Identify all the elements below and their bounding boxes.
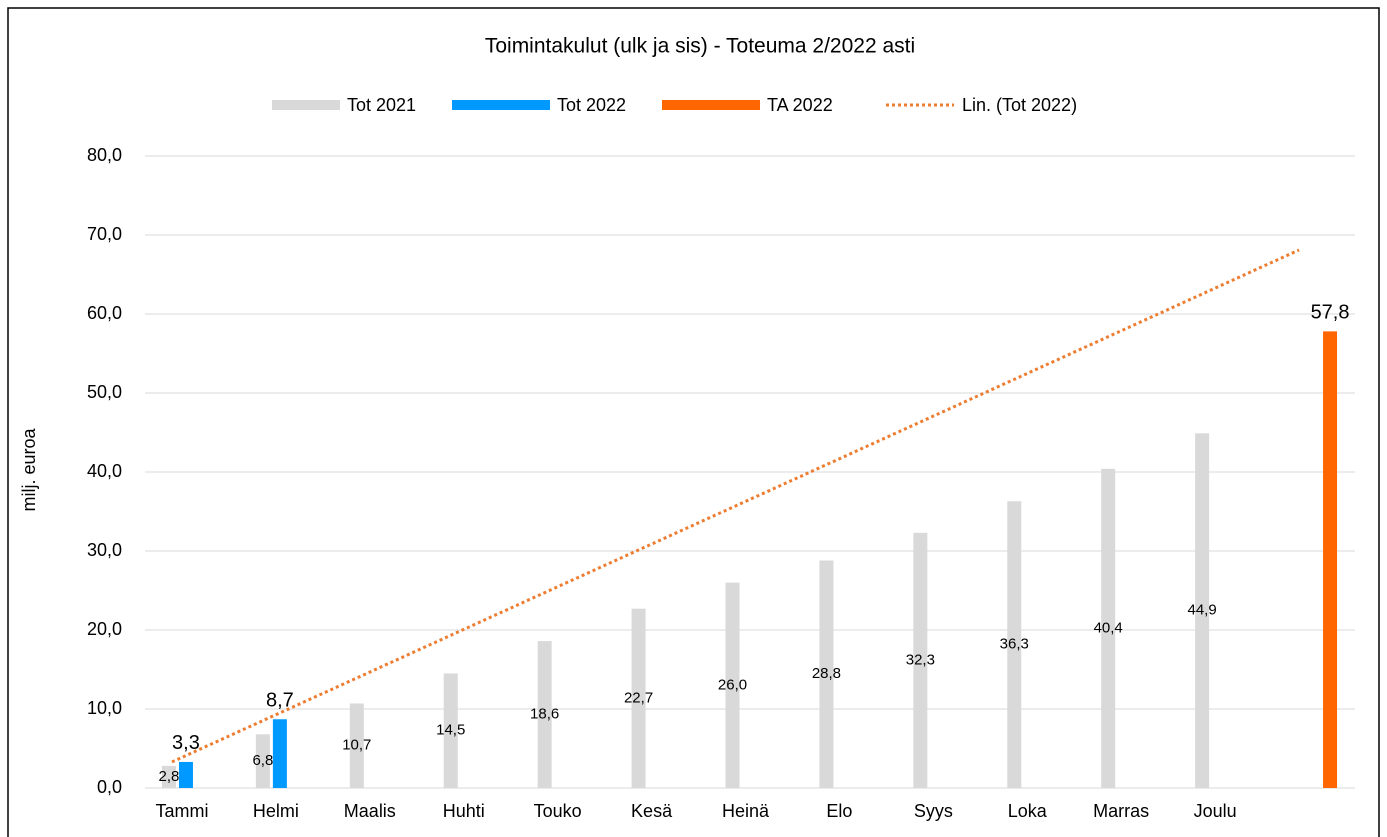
y-tick-label: 20,0 [87,619,122,639]
legend-swatch [662,100,760,110]
data-label: 32,3 [906,651,935,668]
legend-swatch [272,100,340,110]
bar [1195,433,1210,788]
data-label: 36,3 [1000,636,1029,653]
y-tick-label: 60,0 [87,303,122,323]
y-tick-label: 30,0 [87,540,122,560]
data-label: 14,5 [436,722,465,739]
data-label: 2,8 [159,768,180,785]
x-tick-label: Maalis [344,801,396,821]
data-label: 3,3 [172,732,200,754]
bar [443,673,458,788]
x-tick-label: Helmi [253,801,299,821]
x-tick-label: Marras [1093,801,1149,821]
legend-label: Tot 2022 [557,95,626,115]
y-tick-label: 50,0 [87,382,122,402]
x-tick-label: Loka [1008,801,1048,821]
data-label: 6,8 [252,752,273,769]
data-label: 22,7 [624,689,653,706]
bar [272,719,287,788]
data-label: 44,9 [1188,602,1217,619]
x-tick-label: Heinä [722,801,770,821]
legend-swatch [452,100,550,110]
x-tick-label: Elo [826,801,852,821]
bar [537,641,552,788]
x-tick-label: Joulu [1194,801,1237,821]
x-tick-label: Syys [914,801,953,821]
legend-label: Lin. (Tot 2022) [962,95,1077,115]
y-axis-label: milj. euroa [19,427,39,511]
x-tick-label: Huhti [443,801,485,821]
bar [819,560,834,788]
bar [161,765,176,788]
data-label: 28,8 [812,665,841,682]
data-label: 18,6 [530,705,559,722]
bar [178,761,193,788]
x-tick-label: Touko [534,801,582,821]
y-tick-label: 70,0 [87,224,122,244]
trendline [171,248,1300,764]
chart-frame [7,7,1380,837]
bar [1007,501,1022,788]
bar [725,582,740,788]
data-label: 57,8 [1311,302,1350,324]
bar [631,608,646,788]
chart-title: Toimintakulut (ulk ja sis) - Toteuma 2/2… [485,35,915,58]
data-label: 8,7 [266,690,294,712]
x-tick-label: Kesä [631,801,673,821]
legend-label: TA 2022 [767,95,833,115]
y-tick-label: 0,0 [97,777,122,797]
legend-label: Tot 2021 [347,95,416,115]
bar [255,734,270,788]
bar [913,532,928,788]
y-tick-label: 80,0 [87,145,122,165]
data-label: 26,0 [718,676,747,693]
y-tick-label: 10,0 [87,698,122,718]
bar [1323,331,1338,788]
x-tick-label: Tammi [155,801,208,821]
bar [1101,468,1116,788]
data-label: 10,7 [342,737,371,754]
data-label: 40,4 [1094,619,1123,636]
y-tick-label: 40,0 [87,461,122,481]
bar [349,703,364,788]
